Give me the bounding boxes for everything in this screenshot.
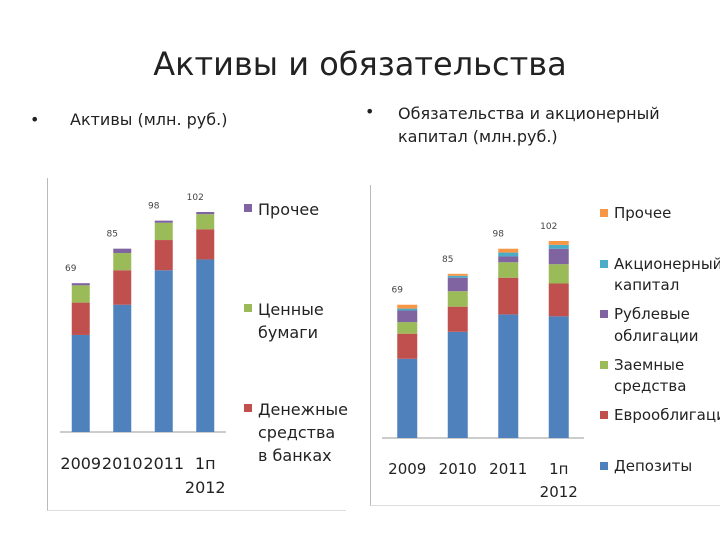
legend-entry: Прочее bbox=[600, 203, 709, 225]
bar-segment bbox=[548, 283, 569, 317]
total-label: 85 bbox=[442, 255, 453, 265]
x-tick-label: 1п 2012 bbox=[539, 460, 578, 501]
bar-segment bbox=[447, 277, 468, 292]
bullet: • bbox=[30, 110, 40, 129]
bar-segment bbox=[113, 304, 132, 432]
x-tick-label: 2010 bbox=[438, 460, 477, 478]
slide-title: Активы и обязательства bbox=[153, 45, 567, 83]
x-tick-label: 2009 bbox=[60, 454, 102, 473]
legend-swatch bbox=[600, 411, 608, 419]
bar-segment bbox=[71, 283, 90, 286]
bar-segment bbox=[154, 220, 173, 223]
legend-swatch bbox=[244, 304, 252, 312]
legend-entry: Рублевые облигации bbox=[600, 304, 709, 348]
legend-swatch bbox=[600, 360, 608, 369]
bar-segment bbox=[447, 273, 468, 276]
legend-entry: Еврооблигации bbox=[600, 405, 720, 427]
bar-segment bbox=[196, 259, 215, 432]
legend-entry: Заемные средства bbox=[600, 355, 709, 399]
x-tick-label: 1п 2012 bbox=[184, 454, 226, 497]
legend-entry: Прочее bbox=[244, 198, 340, 221]
bar-segment bbox=[498, 252, 519, 257]
bar-segment bbox=[397, 310, 418, 323]
bar-segment bbox=[397, 308, 418, 311]
bar-segment bbox=[447, 291, 468, 307]
total-label: 69 bbox=[392, 286, 404, 296]
bar-segment bbox=[548, 241, 569, 245]
x-tick-label: 2011 bbox=[143, 454, 185, 473]
total-label: 102 bbox=[540, 222, 557, 232]
bar-segment bbox=[71, 334, 90, 432]
legend-swatch bbox=[600, 209, 608, 217]
legend-entry: Акционерный капитал bbox=[600, 254, 720, 298]
bar-segment bbox=[498, 277, 519, 315]
total-label: 98 bbox=[493, 230, 505, 240]
bar-segment bbox=[548, 248, 569, 265]
legend-entry: Ценные бумаги bbox=[244, 298, 340, 344]
bar-segment bbox=[447, 275, 468, 278]
bar-segment bbox=[71, 302, 90, 335]
x-tick-label: 2010 bbox=[101, 454, 143, 473]
legend-swatch bbox=[244, 204, 252, 212]
subtitle: Активы (млн. руб.) bbox=[70, 110, 228, 129]
bar-segment bbox=[196, 212, 215, 215]
bar-segment bbox=[498, 262, 519, 278]
bar-segment bbox=[71, 285, 90, 303]
bar-segment bbox=[113, 252, 132, 271]
bar-segment bbox=[196, 229, 215, 260]
legend-swatch bbox=[600, 461, 608, 470]
bar-segment bbox=[548, 244, 569, 249]
legend-swatch bbox=[600, 259, 608, 268]
bar-segment bbox=[498, 248, 519, 253]
total-label: 102 bbox=[187, 193, 204, 203]
legend-entry: Депозиты bbox=[600, 456, 709, 478]
total-label: 85 bbox=[107, 230, 118, 240]
bar-segment bbox=[154, 270, 173, 432]
bar-segment bbox=[548, 264, 569, 284]
bar-segment bbox=[113, 248, 132, 253]
bar-segment bbox=[154, 222, 173, 241]
chart-frame bbox=[370, 185, 720, 506]
bar-segment bbox=[498, 256, 519, 263]
bar-segment bbox=[447, 306, 468, 332]
bar-segment bbox=[154, 240, 173, 271]
bar-segment bbox=[397, 333, 418, 359]
x-tick-label: 2009 bbox=[388, 460, 427, 478]
total-label: 98 bbox=[148, 202, 160, 212]
bar-segment bbox=[397, 358, 418, 438]
bar-segment bbox=[447, 331, 468, 438]
bar-segment bbox=[397, 322, 418, 334]
bar-segment bbox=[498, 314, 519, 438]
subtitle: Обязательства и акционерный капитал (млн… bbox=[398, 104, 660, 147]
bullet: • bbox=[365, 102, 375, 121]
bar-segment bbox=[548, 316, 569, 438]
legend-swatch bbox=[244, 404, 252, 412]
bar-segment bbox=[397, 304, 418, 309]
legend-entry: Денежные средства в банках bbox=[244, 398, 348, 468]
total-label: 69 bbox=[65, 264, 77, 274]
x-tick-label: 2011 bbox=[489, 460, 528, 478]
bar-segment bbox=[113, 270, 132, 305]
bar-segment bbox=[196, 214, 215, 230]
legend-swatch bbox=[600, 310, 608, 318]
